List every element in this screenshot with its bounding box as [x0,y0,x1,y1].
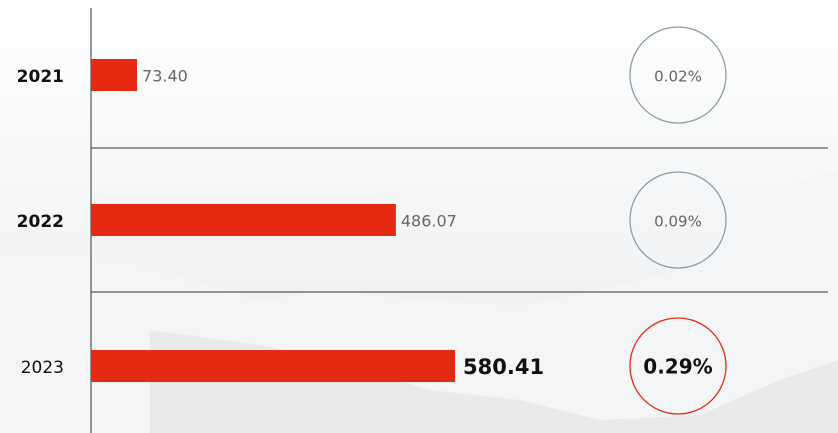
share-label: 0.02% [654,68,702,86]
share-circle [629,26,727,124]
share-label: 0.09% [654,213,702,231]
share-circle [629,171,727,269]
bar [91,350,456,382]
share-label: 0.29% [643,355,712,379]
category-label: 2023 [21,358,64,378]
value-label: 73.40 [142,67,188,86]
category-label: 2022 [17,212,64,232]
map-shape [150,330,838,433]
value-label: 580.41 [463,355,544,379]
bar [91,204,396,236]
share-circle [629,317,727,415]
category-label: 2021 [17,67,64,87]
value-label: 486.07 [401,212,457,231]
bar [91,59,138,91]
